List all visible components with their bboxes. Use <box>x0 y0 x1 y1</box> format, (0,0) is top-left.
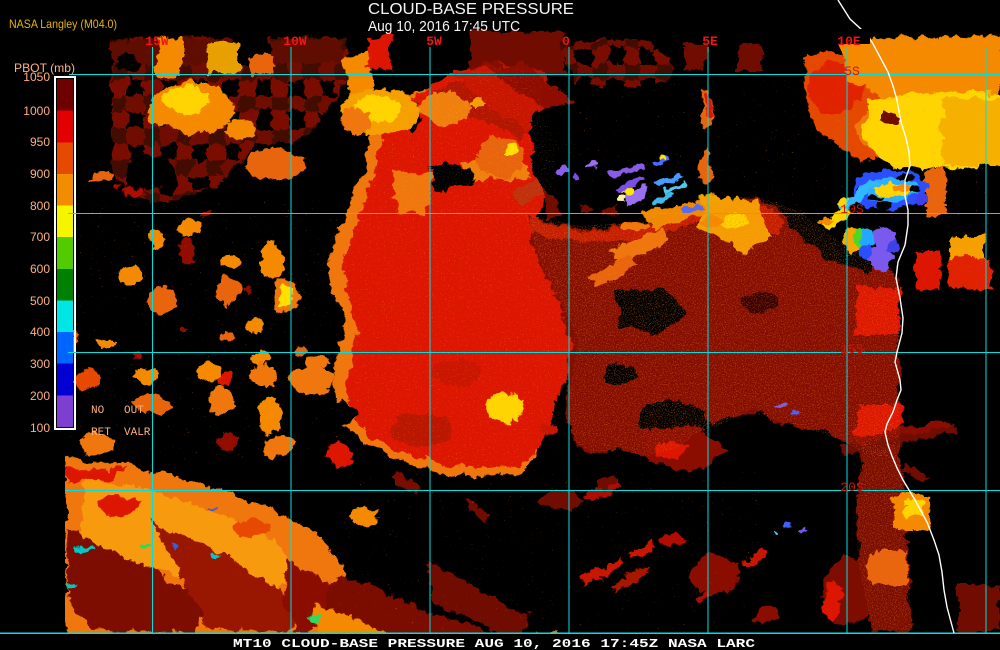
svg-text:RET: RET <box>91 427 111 439</box>
svg-text:MT10 CLOUD-BASE PRESSURE A: MT10 CLOUD-BASE PRESSURE AUG 10, 2016 17… <box>233 637 755 650</box>
svg-text:10W: 10W <box>283 34 307 49</box>
svg-text:VALR: VALR <box>124 427 151 439</box>
svg-text:5S: 5S <box>844 64 860 79</box>
svg-text:600: 600 <box>30 262 50 276</box>
svg-text:5W: 5W <box>426 34 442 49</box>
svg-text:NASA Langley (M04.0): NASA Langley (M04.0) <box>9 17 117 31</box>
svg-text:20S: 20S <box>840 480 864 495</box>
svg-text:NO: NO <box>91 405 105 417</box>
svg-text:400: 400 <box>30 325 50 339</box>
svg-text:10E: 10E <box>837 34 861 49</box>
svg-text:800: 800 <box>30 199 50 213</box>
svg-text:10S: 10S <box>840 202 864 217</box>
svg-text:300: 300 <box>30 357 50 371</box>
svg-text:100: 100 <box>30 421 50 435</box>
svg-text:500: 500 <box>30 294 50 308</box>
svg-text:5E: 5E <box>702 34 718 49</box>
svg-text:1050: 1050 <box>23 70 50 84</box>
svg-text:950: 950 <box>30 135 50 149</box>
svg-text:PBOT (mb): PBOT (mb) <box>14 61 75 75</box>
svg-text:700: 700 <box>30 230 50 244</box>
svg-text:200: 200 <box>30 389 50 403</box>
svg-text:CLOUD-BASE PRESSURE: CLOUD-BASE PRESSURE <box>368 1 574 18</box>
svg-text:Aug 10, 2016 17:45 UTC: Aug 10, 2016 17:45 UTC <box>368 18 520 35</box>
svg-text:900: 900 <box>30 167 50 181</box>
svg-text:15S: 15S <box>840 342 864 357</box>
svg-text:1000: 1000 <box>23 104 50 118</box>
svg-text:OUT: OUT <box>124 405 144 417</box>
svg-text:0: 0 <box>562 34 570 49</box>
svg-text:15W: 15W <box>145 34 169 49</box>
